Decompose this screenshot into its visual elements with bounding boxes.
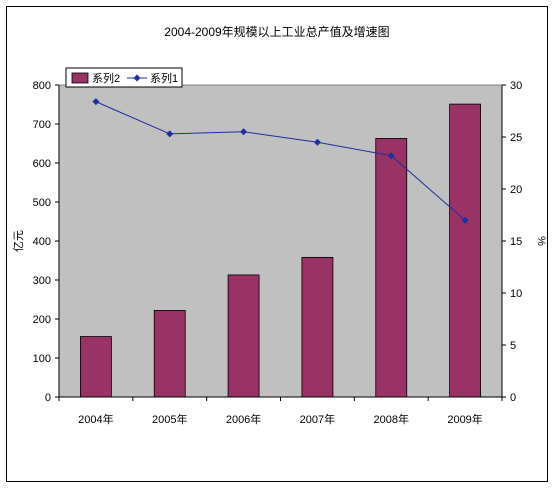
y-tick-label: 800 <box>33 80 51 92</box>
y2-tick-label: 10 <box>510 288 522 300</box>
legend: 系列2 系列1 <box>65 67 183 88</box>
bar-series <box>80 103 481 398</box>
legend-bar-swatch <box>71 72 89 84</box>
legend-line-label: 系列1 <box>150 71 178 85</box>
y-tick-label: 200 <box>33 314 51 326</box>
y-tick-label: 700 <box>33 119 51 131</box>
y2-tick-label: 5 <box>510 340 516 352</box>
plot-area <box>58 84 503 398</box>
bar-3 <box>301 256 334 398</box>
line-point-3 <box>313 138 321 146</box>
legend-box <box>65 67 183 88</box>
x-tick-label: 2006年 <box>226 412 261 426</box>
y2-axis-label: % <box>535 236 547 246</box>
x-tick-label: 2007年 <box>300 412 335 426</box>
y-tick-label: 100 <box>33 353 51 365</box>
y2-tick-label: 25 <box>510 132 522 144</box>
tick-labels: 0 100 200 300 400 500 600 700 800 0 5 10 15 20 25 30 200… <box>33 80 523 426</box>
line-series <box>92 98 469 224</box>
bar-1 <box>153 310 186 398</box>
y-tick-label: 600 <box>33 158 51 170</box>
line-point-2 <box>240 128 248 136</box>
y2-tick-label: 30 <box>510 80 522 92</box>
line-point-0 <box>92 98 100 106</box>
line-point-1 <box>166 130 174 138</box>
legend-bar-label: 系列2 <box>92 71 120 85</box>
bar-4 <box>375 138 408 398</box>
line-point-5 <box>461 216 469 224</box>
x-tick-label: 2008年 <box>374 412 409 426</box>
legend-line-marker <box>133 74 141 82</box>
y-tick-label: 0 <box>45 392 51 404</box>
line-point-4 <box>387 152 395 160</box>
y2-tick-label: 15 <box>510 236 522 248</box>
bar-0 <box>80 336 112 398</box>
x-tick-label: 2004年 <box>78 412 113 426</box>
chart-title: 2004-2009年规模以上工业总产值及增速图 <box>164 24 389 39</box>
y-tick-label: 400 <box>33 236 51 248</box>
y2-tick-label: 0 <box>510 392 516 404</box>
bar-5 <box>449 103 481 398</box>
y-axis-label: 亿元 <box>12 230 25 252</box>
x-tick-label: 2009年 <box>447 412 482 426</box>
y-tick-label: 300 <box>33 275 51 287</box>
x-tick-label: 2005年 <box>152 412 187 426</box>
y2-tick-label: 20 <box>510 184 522 196</box>
series-line <box>95 101 466 221</box>
axes <box>55 84 506 401</box>
bar-2 <box>227 274 260 398</box>
y-tick-label: 500 <box>33 197 51 209</box>
